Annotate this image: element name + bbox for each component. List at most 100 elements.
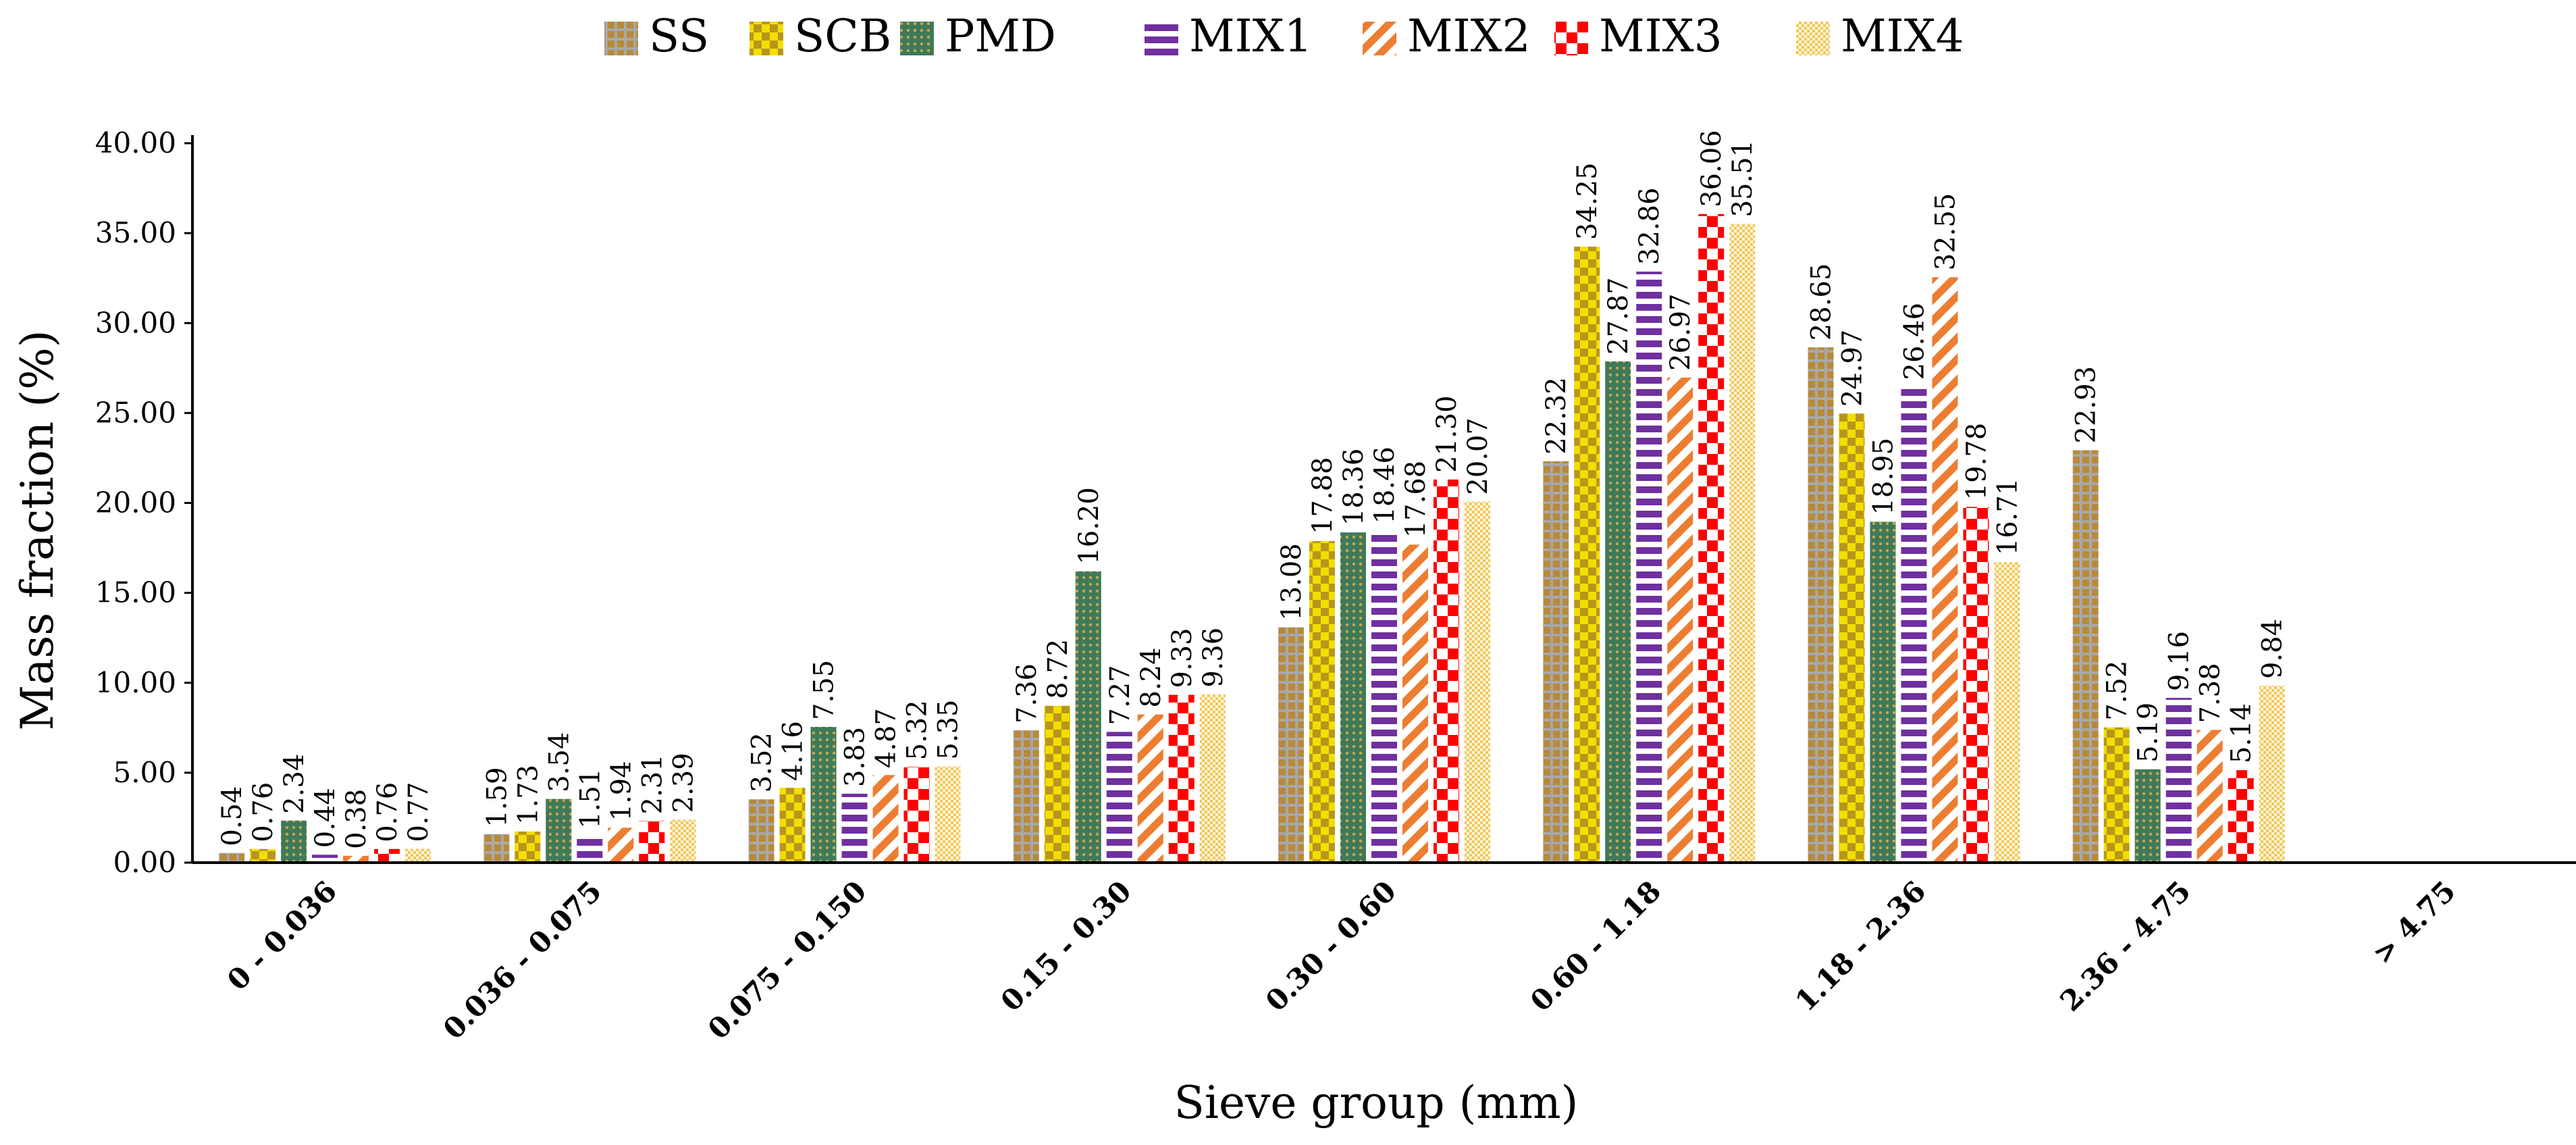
data-label: 16.20: [1074, 487, 1105, 565]
data-label: 32.86: [1634, 188, 1665, 265]
legend: SS SCB PMD MIX1 MIX2 MIX3 MIX4: [604, 10, 1964, 62]
bar-pmd: [281, 820, 307, 863]
data-label: 0.76: [372, 782, 403, 842]
legend-item-mix4: MIX4: [1796, 10, 1964, 62]
data-label: 4.87: [871, 708, 902, 768]
bar-ss: [219, 853, 245, 863]
x-tick-label: > 4.75: [2366, 874, 2462, 970]
bar-mix3: [1168, 694, 1194, 863]
bar-mix1: [1106, 732, 1132, 863]
bar-mix4: [1199, 694, 1226, 863]
bar-scb: [1309, 540, 1335, 863]
legend-item-mix3: MIX3: [1554, 10, 1723, 62]
legend-item-pmd: PMD: [900, 10, 1056, 62]
bar-pmd: [1075, 571, 1101, 863]
bar-mix1: [1371, 530, 1397, 863]
data-label: 9.36: [1198, 628, 1229, 688]
x-tick-label: 0.15 - 0.30: [995, 874, 1138, 1017]
bar-mix2: [1667, 377, 1693, 863]
y-tick-label: 30.00: [95, 306, 176, 339]
data-label: 2.34: [279, 754, 310, 814]
bar-mix4: [405, 848, 431, 863]
bar-mix2: [1137, 714, 1163, 863]
bar-mix2: [872, 775, 899, 863]
legend-label: MIX1: [1189, 10, 1313, 62]
bar-ss: [1543, 461, 1569, 863]
bar-ss: [1808, 347, 1834, 863]
legend-item-ss: SS: [604, 10, 709, 62]
x-axis-title: Sieve group (mm): [1174, 1077, 1579, 1129]
bar-mix1: [1636, 272, 1662, 863]
bar-mix3: [903, 767, 930, 863]
x-axis: 0 - 0.036 0.036 - 0.075 0.075 - 0.150 0.15 …: [192, 861, 2576, 1046]
data-label: 7.38: [2195, 663, 2226, 723]
data-label: 3.52: [747, 732, 778, 792]
data-label: 7.52: [2102, 661, 2133, 721]
data-label: 27.87: [1603, 277, 1634, 355]
bars: [219, 213, 2285, 863]
data-label: 0.38: [341, 789, 372, 849]
x-tick-label: 1.18 - 2.36: [1789, 874, 1932, 1017]
legend-label: MIX4: [1841, 10, 1964, 62]
data-label: 7.27: [1105, 665, 1136, 725]
bar-pmd: [1870, 521, 1896, 863]
bar-mix4: [2259, 686, 2285, 863]
y-tick-label: 40.00: [95, 126, 176, 159]
data-label: 16.71: [1992, 478, 2023, 556]
data-label: 0.76: [248, 782, 279, 842]
data-label: 2.31: [637, 754, 668, 814]
x-tick-label: 0.30 - 0.60: [1259, 874, 1402, 1017]
data-label: 34.25: [1572, 163, 1603, 240]
data-label: 1.94: [606, 761, 637, 821]
data-label: 26.97: [1665, 293, 1696, 371]
data-label: 1.59: [481, 767, 512, 828]
x-tick-label: 0 - 0.036: [221, 874, 343, 996]
bar-mix1: [2165, 698, 2192, 863]
data-label: 17.68: [1400, 461, 1431, 538]
bar-mix1: [1901, 386, 1927, 863]
y-tick-label: 15.00: [95, 576, 176, 609]
bar-ss: [1278, 627, 1304, 863]
data-label: 9.33: [1167, 628, 1198, 688]
y-tick-label: 10.00: [95, 666, 176, 699]
x-tick-label: 2.36 - 4.75: [2053, 874, 2197, 1017]
data-label: 19.78: [1961, 423, 1992, 501]
data-label: 24.97: [1837, 330, 1868, 407]
legend-swatch: [1363, 22, 1396, 55]
data-label: 0.44: [310, 788, 341, 848]
data-label: 5.32: [902, 700, 933, 760]
data-label: 22.32: [1541, 377, 1572, 455]
data-label: 32.55: [1930, 193, 1961, 271]
bar-mix3: [1698, 213, 1725, 863]
bar-ss: [483, 834, 510, 863]
data-label: 0.54: [217, 786, 248, 846]
data-labels: 0.54 0.76 2.340.44 0.38 0.76 0.77 1.59 1.733.54…: [217, 130, 2288, 848]
legend-swatch: [1145, 22, 1178, 55]
data-label: 4.16: [778, 721, 809, 781]
x-tick-label: 0.075 - 0.150: [702, 874, 873, 1046]
bar-mix4: [1465, 501, 1490, 863]
bar-mix3: [2228, 770, 2254, 863]
legend-label: MIX2: [1407, 10, 1531, 62]
data-label: 3.83: [840, 727, 871, 787]
bar-mix2: [608, 828, 634, 863]
bar-pmd: [1605, 361, 1631, 863]
bar-mix3: [1434, 479, 1459, 863]
data-label: 18.46: [1369, 447, 1400, 524]
bar-mix4: [1994, 562, 2020, 863]
data-label: 5.19: [2133, 703, 2164, 763]
data-label: 0.77: [403, 782, 434, 842]
y-tick-label: 20.00: [95, 486, 176, 519]
data-label: 7.36: [1011, 663, 1043, 723]
data-label: 26.46: [1899, 303, 1930, 380]
bar-mix4: [935, 766, 961, 863]
bar-ss: [748, 799, 774, 863]
y-tick-label: 0.00: [113, 846, 176, 879]
data-label: 13.08: [1276, 543, 1307, 621]
data-label: 20.07: [1463, 417, 1494, 495]
legend-swatch: [1554, 22, 1588, 55]
data-label: 22.93: [2071, 366, 2102, 444]
legend-item-scb: SCB: [750, 10, 891, 62]
bar-scb: [1574, 247, 1600, 863]
bar-mix1: [312, 855, 338, 863]
